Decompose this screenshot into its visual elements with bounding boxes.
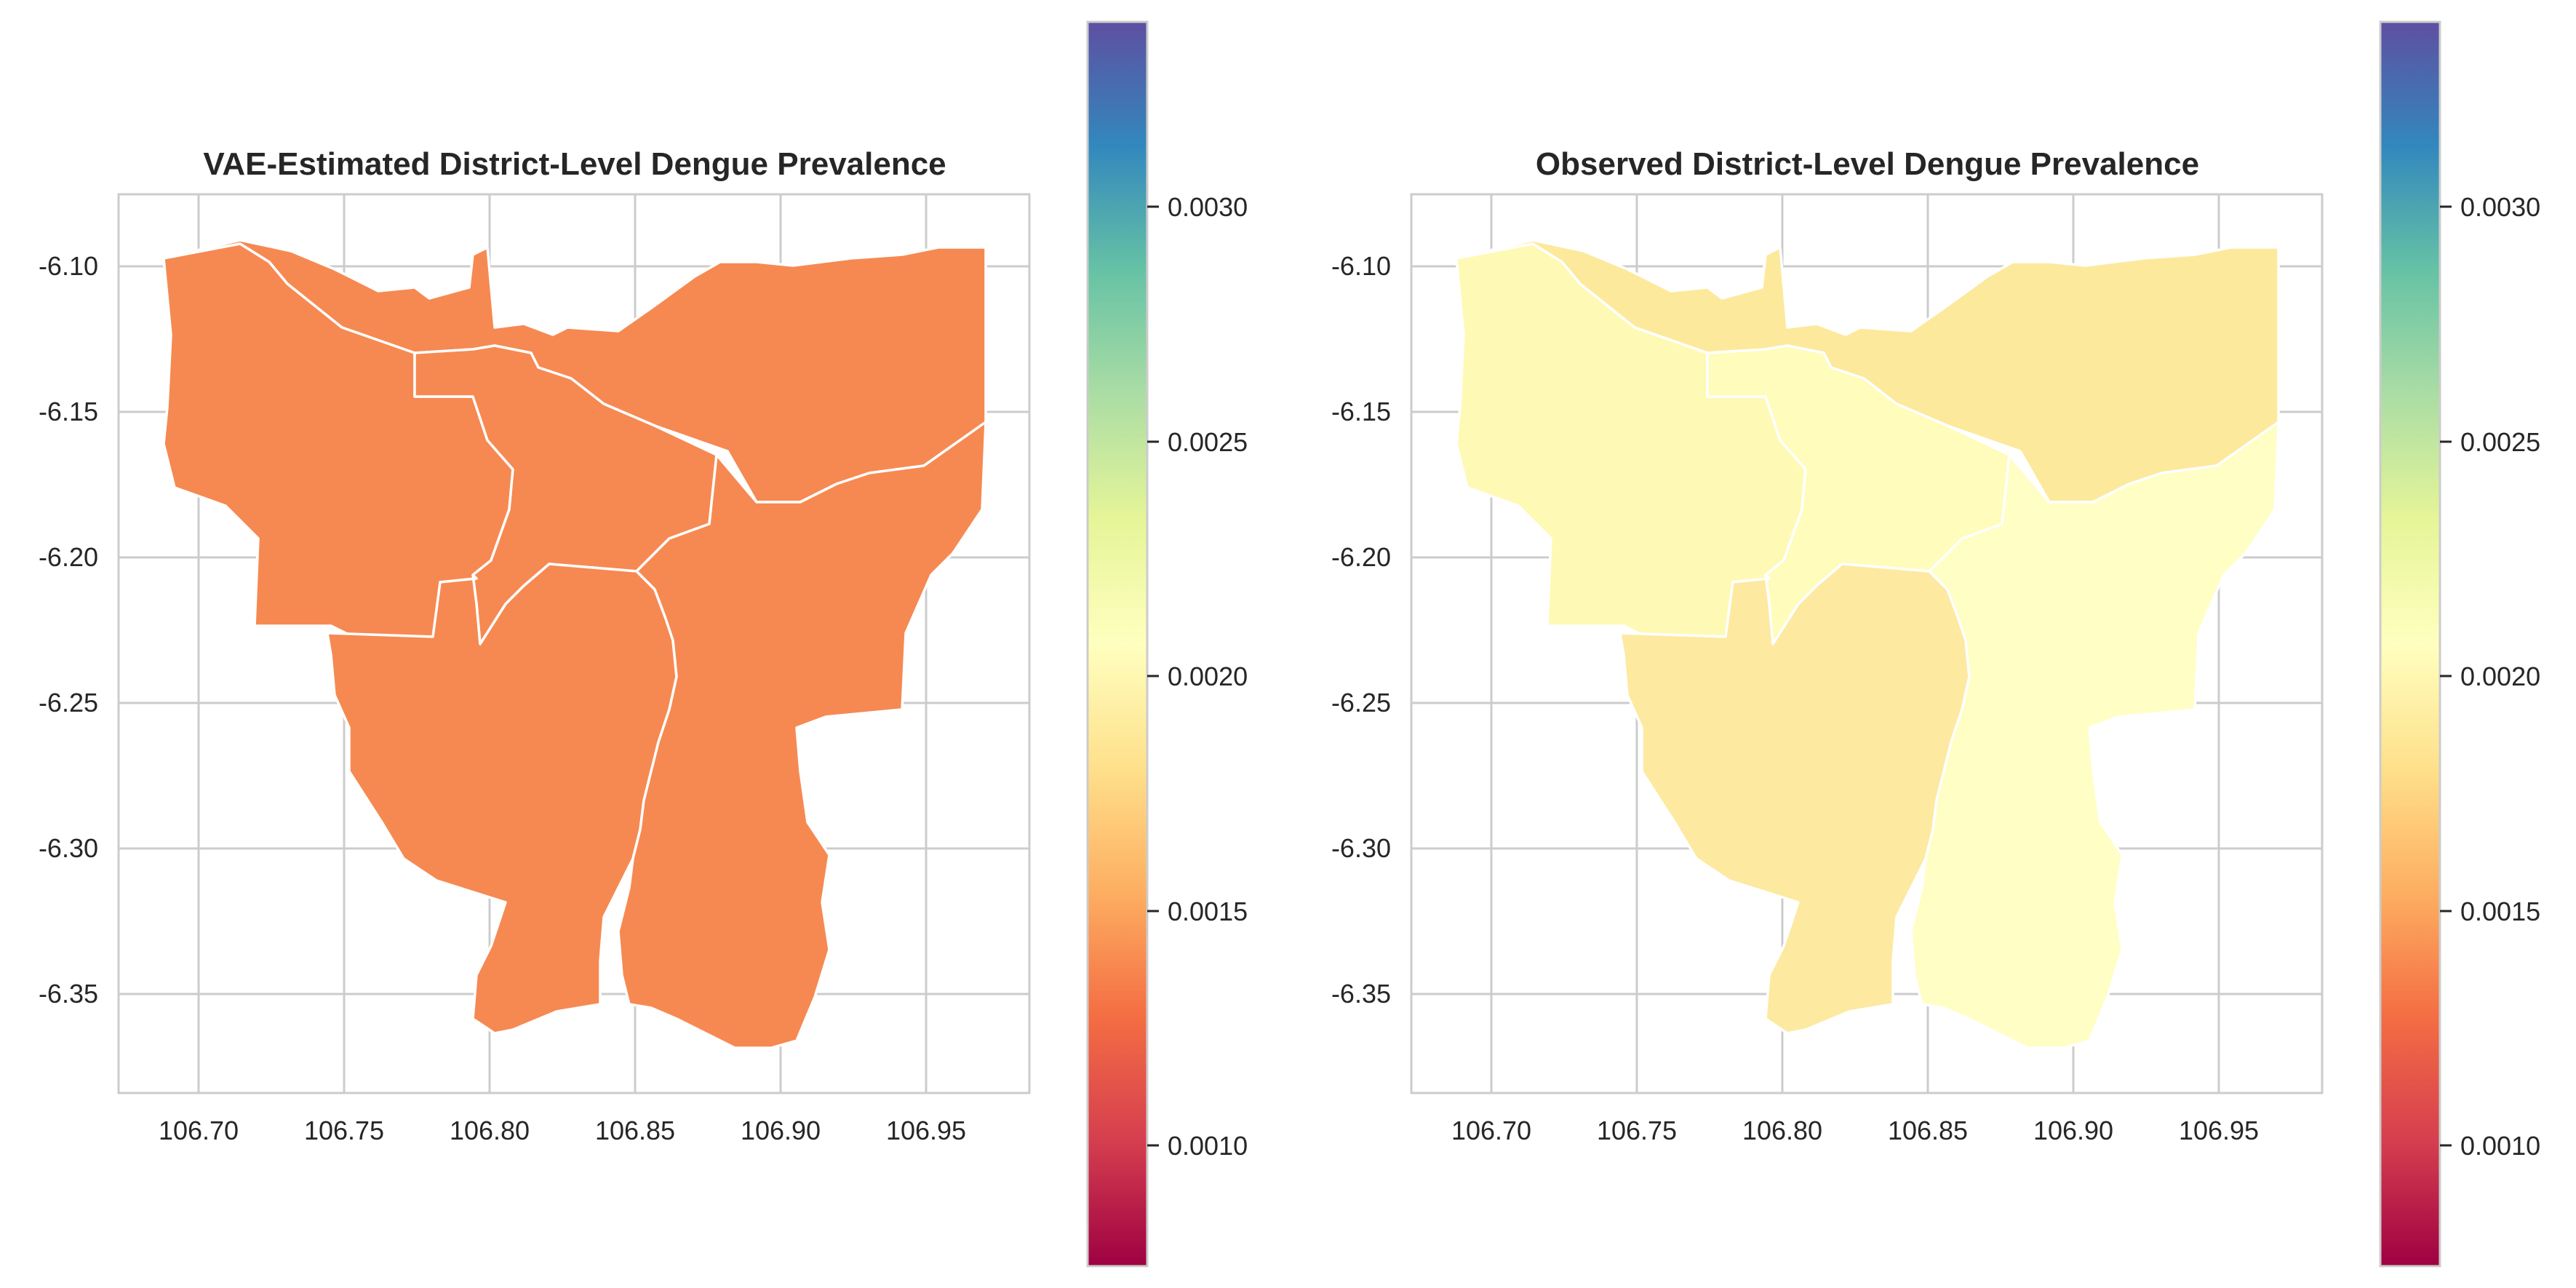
y-ticks: -6.10 -6.15 -6.20 -6.25 -6.30 -6.35: [39, 251, 98, 1009]
svg-text:-6.10: -6.10: [1331, 251, 1391, 281]
svg-text:0.0015: 0.0015: [2460, 897, 2540, 926]
colorbar-gradient: [2380, 22, 2440, 1266]
svg-text:-6.20: -6.20: [39, 542, 98, 572]
svg-text:106.75: 106.75: [304, 1116, 384, 1145]
svg-text:0.0030: 0.0030: [2460, 192, 2540, 222]
y-ticks: -6.10 -6.15 -6.20 -6.25 -6.30 -6.35: [1331, 251, 1391, 1009]
svg-text:106.70: 106.70: [1451, 1116, 1531, 1145]
svg-text:106.95: 106.95: [2179, 1116, 2259, 1145]
svg-text:0.0010: 0.0010: [1168, 1131, 1248, 1161]
district-map: [162, 239, 987, 1049]
colorbar: 0.0030 0.0025 0.0020 0.0015 0.0010: [1086, 20, 1248, 1268]
svg-text:106.85: 106.85: [1888, 1116, 1968, 1145]
svg-text:-6.25: -6.25: [1331, 688, 1391, 717]
panel-title: Observed District-Level Dengue Prevalenc…: [1536, 146, 2199, 182]
svg-text:106.95: 106.95: [886, 1116, 966, 1145]
panel-observed: Observed District-Level Dengue Prevalenc…: [1331, 20, 2540, 1268]
panel-vae: VAE-Estimated District-Level Dengue Prev…: [39, 20, 1248, 1268]
svg-text:106.90: 106.90: [2033, 1116, 2113, 1145]
svg-text:106.70: 106.70: [159, 1116, 239, 1145]
district-south[interactable]: [326, 562, 678, 1035]
svg-text:106.90: 106.90: [741, 1116, 821, 1145]
svg-text:-6.20: -6.20: [1331, 542, 1391, 572]
svg-text:106.75: 106.75: [1597, 1116, 1677, 1145]
x-ticks: 106.70 106.75 106.80 106.85 106.90 106.9…: [159, 1116, 966, 1145]
colorbar-gradient: [1088, 22, 1147, 1266]
svg-text:0.0020: 0.0020: [1168, 661, 1248, 691]
svg-text:0.0025: 0.0025: [2460, 427, 2540, 457]
panel-title: VAE-Estimated District-Level Dengue Prev…: [203, 146, 946, 182]
svg-text:-6.15: -6.15: [39, 397, 98, 426]
colorbar: 0.0030 0.0025 0.0020 0.0015 0.0010: [2379, 20, 2540, 1268]
svg-text:106.85: 106.85: [595, 1116, 675, 1145]
svg-text:-6.10: -6.10: [39, 251, 98, 281]
district-map: [1455, 239, 2280, 1049]
svg-text:0.0015: 0.0015: [1168, 897, 1248, 926]
svg-text:-6.35: -6.35: [39, 979, 98, 1009]
colorbar-ticks: 0.0030 0.0025 0.0020 0.0015 0.0010: [2440, 192, 2540, 1161]
svg-text:0.0025: 0.0025: [1168, 427, 1248, 457]
svg-text:-6.15: -6.15: [1331, 397, 1391, 426]
district-east[interactable]: [1910, 421, 2280, 1049]
x-ticks: 106.70 106.75 106.80 106.85 106.90 106.9…: [1451, 1116, 2259, 1145]
svg-text:-6.30: -6.30: [39, 833, 98, 863]
svg-text:0.0030: 0.0030: [1168, 192, 1248, 222]
svg-text:0.0020: 0.0020: [2460, 661, 2540, 691]
svg-text:0.0010: 0.0010: [2460, 1131, 2540, 1161]
district-east[interactable]: [617, 421, 987, 1049]
svg-text:106.80: 106.80: [450, 1116, 530, 1145]
colorbar-ticks: 0.0030 0.0025 0.0020 0.0015 0.0010: [1147, 192, 1248, 1161]
svg-text:-6.25: -6.25: [39, 688, 98, 717]
district-south[interactable]: [1619, 562, 1971, 1035]
svg-text:-6.35: -6.35: [1331, 979, 1391, 1009]
svg-text:106.80: 106.80: [1742, 1116, 1822, 1145]
svg-text:-6.30: -6.30: [1331, 833, 1391, 863]
